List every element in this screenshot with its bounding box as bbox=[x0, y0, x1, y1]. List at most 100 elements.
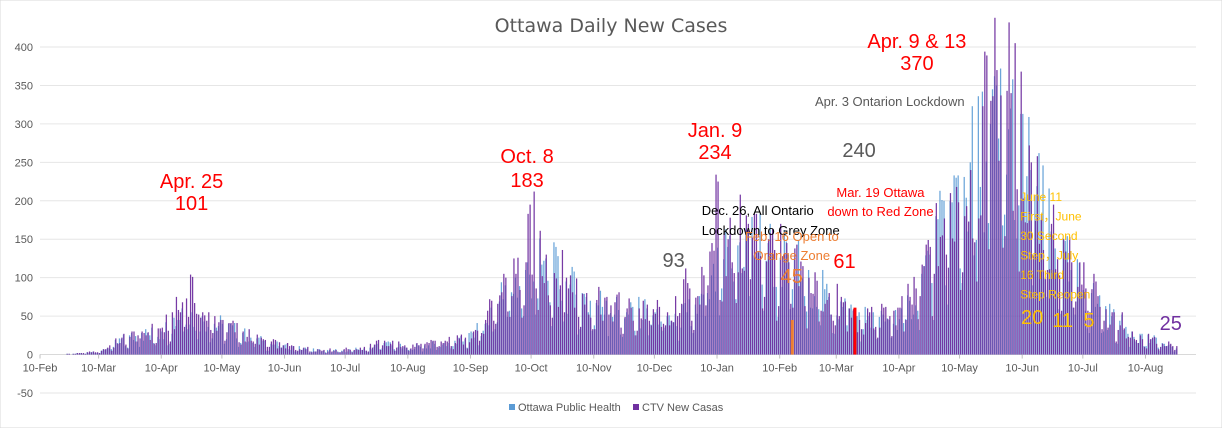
bar-ctv-new-cases bbox=[563, 312, 566, 355]
bar-ctv-new-cases bbox=[782, 256, 784, 355]
y-tick-label: -50 bbox=[17, 388, 33, 400]
bar-ctv-new-cases bbox=[911, 304, 913, 355]
bar-ctv-new-cases bbox=[596, 299, 598, 355]
bar-ctv-new-cases bbox=[715, 174, 717, 355]
bar-ctv-new-cases bbox=[681, 303, 683, 355]
bar-ctv-new-cases bbox=[74, 353, 77, 355]
bar-ctv-new-cases bbox=[230, 323, 232, 355]
legend: Ottawa Public Health CTV New Casas bbox=[509, 402, 724, 414]
bar-ctv-new-cases bbox=[1040, 214, 1043, 355]
bar-ctv-new-cases bbox=[1095, 281, 1097, 355]
bar-ctv-new-cases bbox=[986, 55, 988, 355]
bar-ctv-new-cases bbox=[1073, 307, 1075, 355]
bar-ctv-new-cases bbox=[426, 342, 428, 355]
bar-ctv-new-cases bbox=[990, 100, 992, 355]
bar-ctv-new-cases bbox=[78, 353, 81, 355]
bar-ctv-new-cases bbox=[925, 244, 927, 355]
bar-ctv-new-cases bbox=[889, 316, 891, 355]
bar-ctv-new-cases bbox=[474, 329, 477, 355]
bar-ctv-new-cases bbox=[367, 351, 370, 355]
bar-ctv-new-cases bbox=[478, 340, 481, 355]
bar-ctv-new-cases bbox=[638, 308, 640, 355]
bar-ctv-new-cases bbox=[84, 353, 87, 355]
bar-ctv-new-cases bbox=[96, 352, 99, 355]
bar-ctv-new-cases bbox=[214, 316, 216, 355]
bar-ctv-new-cases bbox=[1058, 275, 1061, 355]
bar-ctv-new-cases bbox=[92, 351, 95, 355]
bar-ctv-new-cases bbox=[1137, 343, 1140, 355]
bar-ctv-new-cases bbox=[76, 353, 79, 355]
bar-ctv-new-cases bbox=[759, 256, 762, 355]
bar-ctv-new-cases bbox=[905, 319, 907, 355]
bar-ctv-new-cases bbox=[808, 277, 810, 355]
x-tick-label: 10-Oct bbox=[515, 363, 548, 375]
bar-ctv-new-cases bbox=[1052, 204, 1055, 355]
bar-ctv-new-cases bbox=[1034, 220, 1036, 355]
bar-ctv-new-cases bbox=[1115, 341, 1117, 355]
bar-ctv-new-cases bbox=[1024, 222, 1026, 355]
bar-ctv-new-cases bbox=[218, 322, 220, 355]
bar-ctv-new-cases bbox=[810, 293, 812, 355]
bar-ctv-new-cases bbox=[1077, 286, 1079, 355]
bar-ctv-new-cases bbox=[1162, 343, 1164, 355]
bar-ctv-new-cases bbox=[68, 353, 70, 355]
annotation-label: First，June bbox=[1020, 210, 1082, 224]
bar-ctv-new-cases bbox=[963, 216, 966, 355]
bar-ctv-new-cases bbox=[456, 335, 458, 355]
bar-ctv-new-cases bbox=[634, 335, 636, 355]
x-tick-label: 10-Mar bbox=[81, 363, 116, 375]
bar-ctv-new-cases bbox=[495, 323, 497, 355]
bar-ctv-new-cases bbox=[398, 341, 400, 355]
bar-ctv-new-cases bbox=[299, 349, 301, 355]
bar-ctv-new-cases bbox=[155, 343, 157, 355]
bar-ctv-new-cases bbox=[923, 266, 925, 355]
bar-ctv-new-cases bbox=[612, 321, 614, 355]
bar-ctv-new-cases bbox=[82, 353, 85, 355]
bar-ctv-new-cases bbox=[765, 261, 768, 355]
bar-ctv-new-cases bbox=[774, 249, 776, 355]
bar-ctv-new-cases bbox=[250, 340, 252, 355]
bar-ctv-new-cases bbox=[493, 320, 495, 355]
bar-ctv-new-cases bbox=[666, 312, 669, 355]
bar-ctv-new-cases bbox=[630, 307, 632, 355]
y-tick-label: 100 bbox=[15, 273, 33, 285]
bar-ctv-new-cases bbox=[499, 295, 501, 355]
bar-ctv-new-cases bbox=[927, 239, 929, 355]
bar-ctv-new-cases bbox=[206, 320, 208, 355]
bar-ctv-new-cases bbox=[436, 346, 438, 355]
x-tick-label: 10-Jun bbox=[268, 363, 302, 375]
bar-ctv-new-cases bbox=[173, 329, 176, 355]
bar-ctv-new-cases bbox=[717, 181, 719, 355]
bar-ctv-new-cases bbox=[1127, 336, 1129, 355]
bar-ctv-new-cases bbox=[584, 304, 586, 355]
bar-ctv-new-cases bbox=[424, 343, 426, 355]
bar-ctv-new-cases bbox=[268, 346, 271, 355]
bar-ctv-new-cases bbox=[788, 262, 790, 355]
bar-ctv-new-cases bbox=[381, 345, 384, 355]
bar-ctv-new-cases bbox=[438, 346, 440, 355]
bar-ctv-new-cases bbox=[309, 351, 311, 355]
bar-ctv-new-cases bbox=[1042, 249, 1045, 355]
bar-ctv-new-cases bbox=[832, 320, 834, 355]
bar-ctv-new-cases bbox=[553, 273, 555, 355]
bar-ctv-new-cases bbox=[327, 351, 329, 355]
bar-ctv-new-cases bbox=[1065, 251, 1067, 355]
bar-ctv-new-cases bbox=[489, 299, 491, 355]
bar-ctv-new-cases bbox=[1109, 324, 1111, 355]
bar-ctv-new-cases bbox=[371, 347, 374, 355]
y-tick-label: 150 bbox=[15, 234, 33, 246]
bar-ctv-new-cases bbox=[1141, 339, 1144, 355]
bar-ctv-new-cases bbox=[133, 331, 135, 355]
bar-ctv-new-cases bbox=[693, 329, 695, 355]
bar-ctv-new-cases bbox=[719, 299, 721, 355]
bar-ctv-new-cases bbox=[689, 288, 691, 355]
x-tick-label: 10-Aug bbox=[390, 363, 425, 375]
bar-ctv-new-cases bbox=[236, 323, 238, 355]
bar-ctv-new-cases bbox=[594, 329, 596, 355]
bar-ctv-new-cases bbox=[240, 344, 242, 355]
bar-ctv-new-cases bbox=[301, 349, 303, 355]
chart-title: Ottawa Daily New Cases bbox=[495, 15, 728, 37]
bar-ctv-new-cases bbox=[159, 328, 161, 355]
bar-ctv-new-cases bbox=[903, 331, 905, 355]
bar-ctv-new-cases bbox=[761, 308, 764, 355]
